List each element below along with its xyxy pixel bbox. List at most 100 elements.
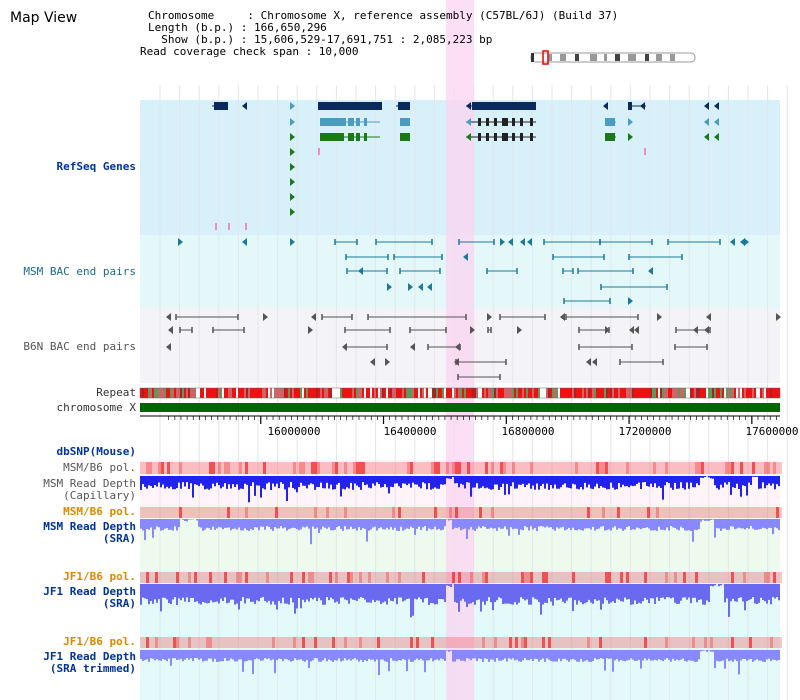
read-depth-bar xyxy=(734,584,736,602)
polymorphism-cell xyxy=(722,572,725,583)
track-label-jf1-depth-sra[interactable]: JF1 Read Depth (SRA) xyxy=(43,585,136,610)
read-depth-bar xyxy=(516,519,518,529)
read-depth-bar xyxy=(620,584,622,602)
read-depth-bar xyxy=(506,519,508,530)
polymorphism-cell xyxy=(737,637,740,648)
read-depth-bar xyxy=(234,650,236,662)
read-depth-bar xyxy=(146,519,148,529)
read-depth-bar xyxy=(322,650,324,661)
read-depth-bar xyxy=(488,650,490,662)
track-label-jf1-pol-2[interactable]: JF1/B6 pol. xyxy=(63,635,136,648)
track-label-msm-depth-cap[interactable]: MSM Read Depth (Capillary) xyxy=(43,477,136,502)
polymorphism-cell xyxy=(704,572,707,583)
repeat-segment xyxy=(528,388,530,398)
repeat-segment xyxy=(360,388,362,398)
repeat-segment xyxy=(442,388,444,398)
polymorphism-cell xyxy=(494,462,497,474)
track-label-dbsnp[interactable]: dbSNP(Mouse) xyxy=(56,445,136,458)
read-depth-bar xyxy=(540,584,542,615)
polymorphism-cell xyxy=(476,507,479,518)
polymorphism-cell xyxy=(338,507,341,518)
read-depth-bar xyxy=(344,476,346,490)
read-depth-bar xyxy=(294,476,296,490)
track-label-refseq[interactable]: RefSeq Genes xyxy=(56,160,136,173)
read-depth-bar xyxy=(414,476,416,485)
read-depth-bar xyxy=(670,584,672,599)
read-depth-bar xyxy=(186,650,188,659)
read-depth-bar xyxy=(366,476,368,485)
polymorphism-cell xyxy=(311,462,314,474)
repeat-segment xyxy=(248,388,250,398)
read-depth-bar xyxy=(590,476,592,489)
polymorphism-cell xyxy=(500,637,503,648)
track-label-msm-pol-1[interactable]: MSM/B6 pol. xyxy=(63,461,136,474)
polymorphism-cell xyxy=(275,507,278,518)
gene-exon xyxy=(356,118,360,126)
read-depth-bar xyxy=(552,650,554,662)
read-depth-bar xyxy=(176,519,178,531)
read-depth-bar xyxy=(600,519,602,527)
read-depth-bar xyxy=(770,519,772,529)
polymorphism-cell xyxy=(752,572,755,583)
track-label-jf1-depth-trim[interactable]: JF1 Read Depth (SRA trimmed) xyxy=(43,650,136,675)
polymorphism-cell xyxy=(404,507,407,518)
read-depth-bar xyxy=(696,650,698,662)
read-depth-bar xyxy=(502,650,504,660)
polymorphism-cell xyxy=(317,462,320,474)
repeat-segment xyxy=(564,388,566,398)
track-label-msm-pol-2[interactable]: MSM/B6 pol. xyxy=(63,505,136,518)
polymorphism-cell xyxy=(767,462,770,474)
read-depth-bar xyxy=(386,584,388,605)
read-depth-bar xyxy=(502,519,504,529)
read-depth-bar xyxy=(490,584,492,603)
polymorphism-cell xyxy=(233,572,236,583)
ideogram-band xyxy=(615,54,620,61)
read-depth-bar xyxy=(774,650,776,660)
read-depth-bar xyxy=(776,650,778,661)
polymorphism-cell xyxy=(386,637,389,648)
track-label-repeat: Repeat xyxy=(96,386,136,399)
polymorphism-cell xyxy=(722,637,725,648)
read-depth-bar xyxy=(340,476,342,497)
read-depth-bar xyxy=(444,519,446,527)
read-depth-bar xyxy=(236,584,238,604)
read-depth-bar xyxy=(562,584,564,602)
read-depth-bar xyxy=(542,584,544,605)
polymorphism-cell xyxy=(509,572,512,583)
read-depth-bar xyxy=(236,519,238,530)
read-depth-bar xyxy=(740,476,742,497)
track-label-msm-bac[interactable]: MSM BAC end pairs xyxy=(23,265,136,278)
read-depth-bar xyxy=(412,519,414,528)
polymorphism-cell xyxy=(326,507,329,518)
read-depth-bar xyxy=(366,584,368,603)
polymorphism-cell xyxy=(761,637,764,648)
polymorphism-cell xyxy=(365,507,368,518)
track-label-b6n-bac[interactable]: B6N BAC end pairs xyxy=(23,340,136,353)
repeat-segment xyxy=(634,388,636,398)
read-depth-bar xyxy=(212,476,214,484)
read-depth-bar xyxy=(272,476,274,484)
repeat-segment xyxy=(368,388,370,398)
polymorphism-cell xyxy=(638,637,641,648)
gene-exon xyxy=(605,118,615,126)
polymorphism-cell xyxy=(623,462,626,474)
track-label-jf1-pol-1[interactable]: JF1/B6 pol. xyxy=(63,570,136,583)
read-depth-bar xyxy=(316,584,318,602)
polymorphism-cell xyxy=(560,572,563,583)
read-depth-bar xyxy=(478,519,480,527)
read-depth-bar xyxy=(472,476,474,488)
polymorphism-cell xyxy=(518,462,521,474)
read-depth-bar xyxy=(678,584,680,604)
repeat-segment xyxy=(180,388,182,398)
polymorphism-cell xyxy=(278,507,281,518)
track-label-msm-depth-sra[interactable]: MSM Read Depth (SRA) xyxy=(43,520,136,545)
read-depth-bar xyxy=(646,650,648,661)
read-depth-bar xyxy=(770,584,772,605)
read-depth-bar xyxy=(376,584,378,601)
polymorphism-cell xyxy=(659,572,662,583)
read-depth-bar xyxy=(680,476,682,483)
polymorphism-cell xyxy=(572,462,575,474)
read-depth-bar xyxy=(580,476,582,488)
read-depth-bar xyxy=(378,650,380,675)
read-depth-bar xyxy=(162,584,164,598)
